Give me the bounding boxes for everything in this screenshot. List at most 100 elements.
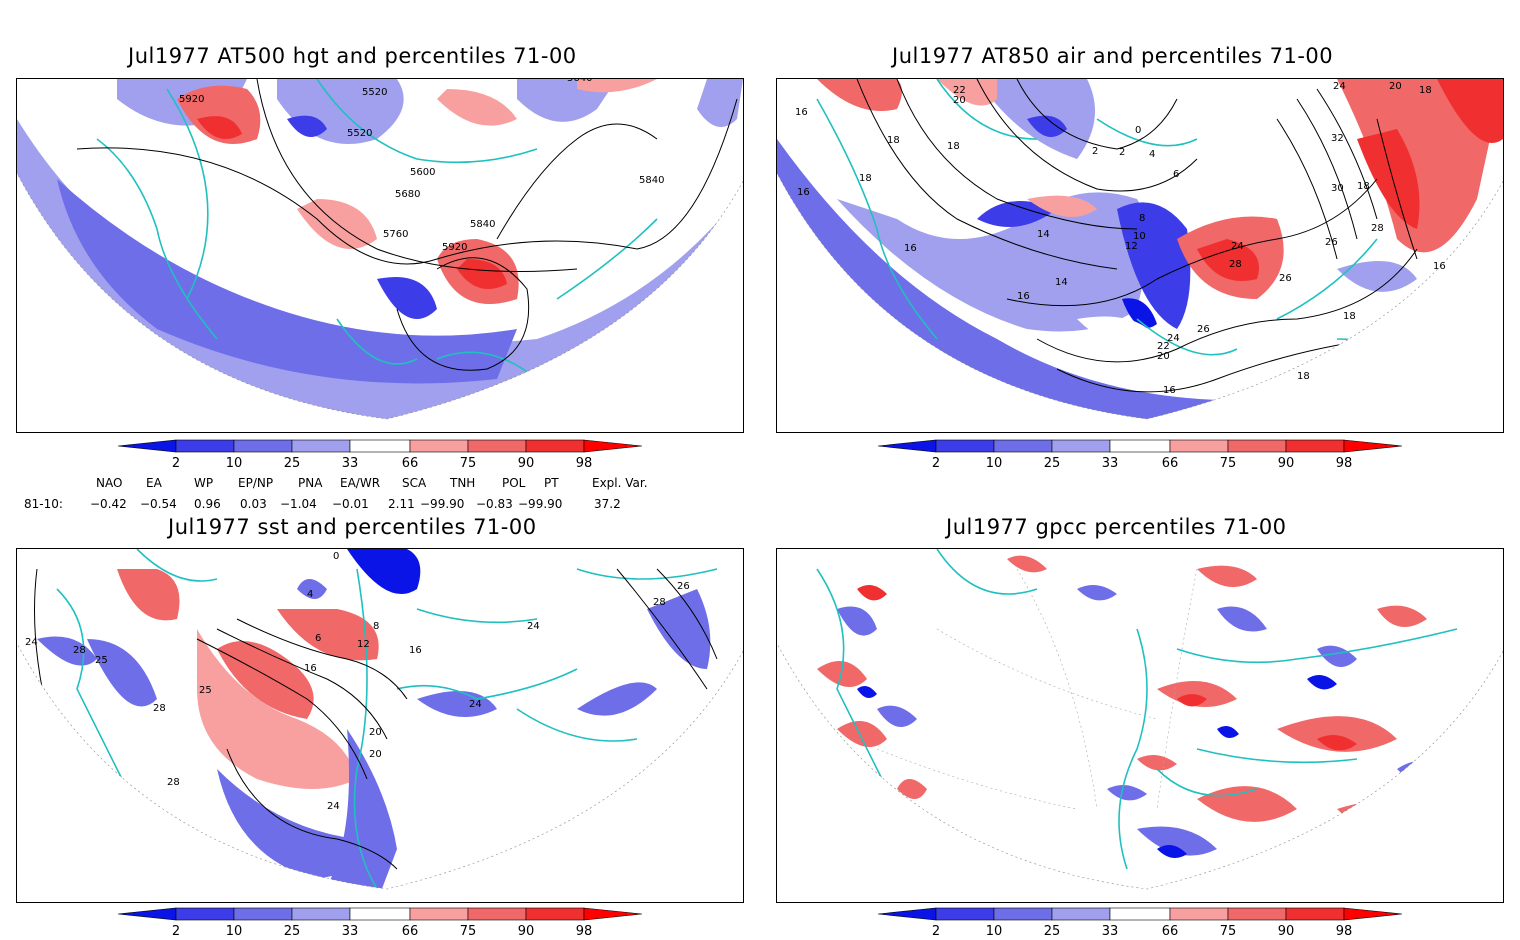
colorbar-swatch: [1227, 439, 1287, 453]
colorbar-swatch: [467, 439, 527, 453]
colorbar-bottom-right: 2 10 25 33 66 75 90 98: [877, 907, 1403, 939]
colorbar-swatch: [1285, 907, 1345, 921]
contour-label: 18: [1297, 371, 1310, 382]
contour-label: 10: [1133, 231, 1146, 242]
contour-label: 20: [1157, 351, 1170, 362]
colorbar-swatch: [409, 907, 469, 921]
contour-label: 24: [25, 637, 38, 648]
contour-label: 16: [795, 107, 808, 118]
contour-label: 28: [167, 777, 180, 788]
colorbar-tick-label: 33: [342, 924, 359, 939]
contour-label: 5760: [383, 229, 408, 240]
index-header: NAO: [96, 476, 123, 490]
map-air850: 22 20 18 18 16 18 14 16 14 16 12 10 8 2 …: [777, 79, 1503, 420]
map-hgt500: 5920 5520 5520 5640 5600 5680 5840 5840 …: [17, 79, 743, 420]
colorbar-tick-label: 98: [576, 456, 593, 471]
index-value: 2.11: [388, 497, 415, 511]
colorbar-arrow-right: [1343, 907, 1403, 921]
colorbar-tick-label: 75: [1220, 456, 1237, 471]
colorbar-swatch: [1169, 439, 1229, 453]
contour-label: 16: [904, 243, 917, 254]
contour-label: 5640: [567, 79, 592, 84]
contour-label: 12: [357, 639, 370, 650]
colorbar-tick-label: 2: [172, 924, 180, 939]
colorbar-tick-label: 25: [1044, 924, 1061, 939]
colorbar-tick-label: 98: [1336, 456, 1353, 471]
panel-title-gpcc: Jul1977 gpcc percentiles 71-00: [946, 515, 1287, 539]
contour-label: 26: [1279, 273, 1292, 284]
contour-label: 5920: [179, 94, 204, 105]
contour-label: 18: [1419, 85, 1432, 96]
panel-title-sst: Jul1977 sst and percentiles 71-00: [168, 515, 537, 539]
index-header: SCA: [402, 476, 427, 490]
colorbar-tick-label: 25: [284, 456, 301, 471]
contour-label: 18: [859, 173, 872, 184]
colorbar-tick-label: 66: [1162, 924, 1179, 939]
index-header: EA: [146, 476, 162, 490]
map-sst: 0 4 6 8 12 16 16 20 20 24 24 25 28 26 24…: [17, 549, 743, 890]
contour-label: 18: [947, 141, 960, 152]
contour-label: 6: [1173, 169, 1179, 180]
contour-label: 2: [1092, 146, 1098, 157]
colorbar-swatch: [525, 439, 585, 453]
contour-label: 14: [1037, 229, 1050, 240]
colorbar-tick-label: 66: [402, 456, 419, 471]
contour-label: 18: [1357, 181, 1370, 192]
contour-label: 24: [1231, 241, 1244, 252]
index-value: −1.04: [280, 497, 317, 511]
colorbar-tick-label: 98: [576, 924, 593, 939]
contour-label: 28: [153, 703, 166, 714]
index-header: EA/WR: [340, 476, 381, 490]
contour-label: 12: [1125, 241, 1138, 252]
contour-label: 5520: [362, 87, 387, 98]
colorbar-swatch: [409, 439, 469, 453]
colorbar-arrow-left: [117, 907, 177, 921]
colorbar-tick-label: 75: [1220, 924, 1237, 939]
contour-label: 5520: [347, 128, 372, 139]
index-value: −99.90: [518, 497, 563, 511]
colorbar-swatch: [1051, 439, 1111, 453]
index-value: −0.83: [476, 497, 513, 511]
colorbar-tick-label: 2: [932, 456, 940, 471]
colorbar-swatch: [233, 439, 293, 453]
colorbar-swatch: [993, 439, 1053, 453]
index-header: TNH: [450, 476, 476, 490]
colorbar-tick-label: 33: [342, 456, 359, 471]
colorbar-tick-label: 2: [932, 924, 940, 939]
colorbar-top-right: 2 10 25 33 66 75 90 98: [877, 439, 1403, 471]
index-header: PT: [544, 476, 559, 490]
contour-label: 5920: [442, 242, 467, 253]
colorbar-swatch: [1051, 907, 1111, 921]
colorbar-arrow-left: [877, 439, 937, 453]
index-value: −99.90: [420, 497, 465, 511]
contour-label: 26: [677, 581, 690, 592]
colorbar-tick-label: 25: [284, 924, 301, 939]
contour-label: 5840: [470, 219, 495, 230]
contour-label: 24: [527, 621, 540, 632]
colorbar-tick-label: 90: [518, 924, 535, 939]
index-row-label: 81-10:: [24, 497, 63, 511]
colorbar-graphic: 2 10 25 33 66 75 90 98: [117, 439, 643, 471]
contour-label: 18: [1343, 311, 1356, 322]
contour-label: 28: [1229, 259, 1242, 270]
contour-label: 24: [327, 801, 340, 812]
contour-label: 4: [1149, 149, 1155, 160]
contour-label: 32: [1331, 133, 1344, 144]
contour-label: 8: [373, 621, 379, 632]
contour-label: 14: [1055, 277, 1068, 288]
colorbar-graphic: 2 10 25 33 66 75 90 98: [117, 907, 643, 939]
panel-title-air850: Jul1977 AT850 air and percentiles 71-00: [892, 44, 1334, 68]
colorbar-swatch: [467, 907, 527, 921]
contour-label: 4: [307, 589, 313, 600]
colorbar-arrow-left: [877, 907, 937, 921]
contour-label: 26: [1325, 237, 1338, 248]
contour-label: 16: [409, 645, 422, 656]
index-value: −0.01: [332, 497, 369, 511]
contour-label: 5680: [395, 189, 420, 200]
colorbar-tick-label: 2: [172, 456, 180, 471]
colorbar-arrow-right: [583, 907, 643, 921]
colorbar-tick-label: 10: [226, 924, 243, 939]
colorbar-tick-label: 33: [1102, 456, 1119, 471]
colorbar-swatch: [349, 907, 411, 921]
index-value: 0.03: [240, 497, 267, 511]
